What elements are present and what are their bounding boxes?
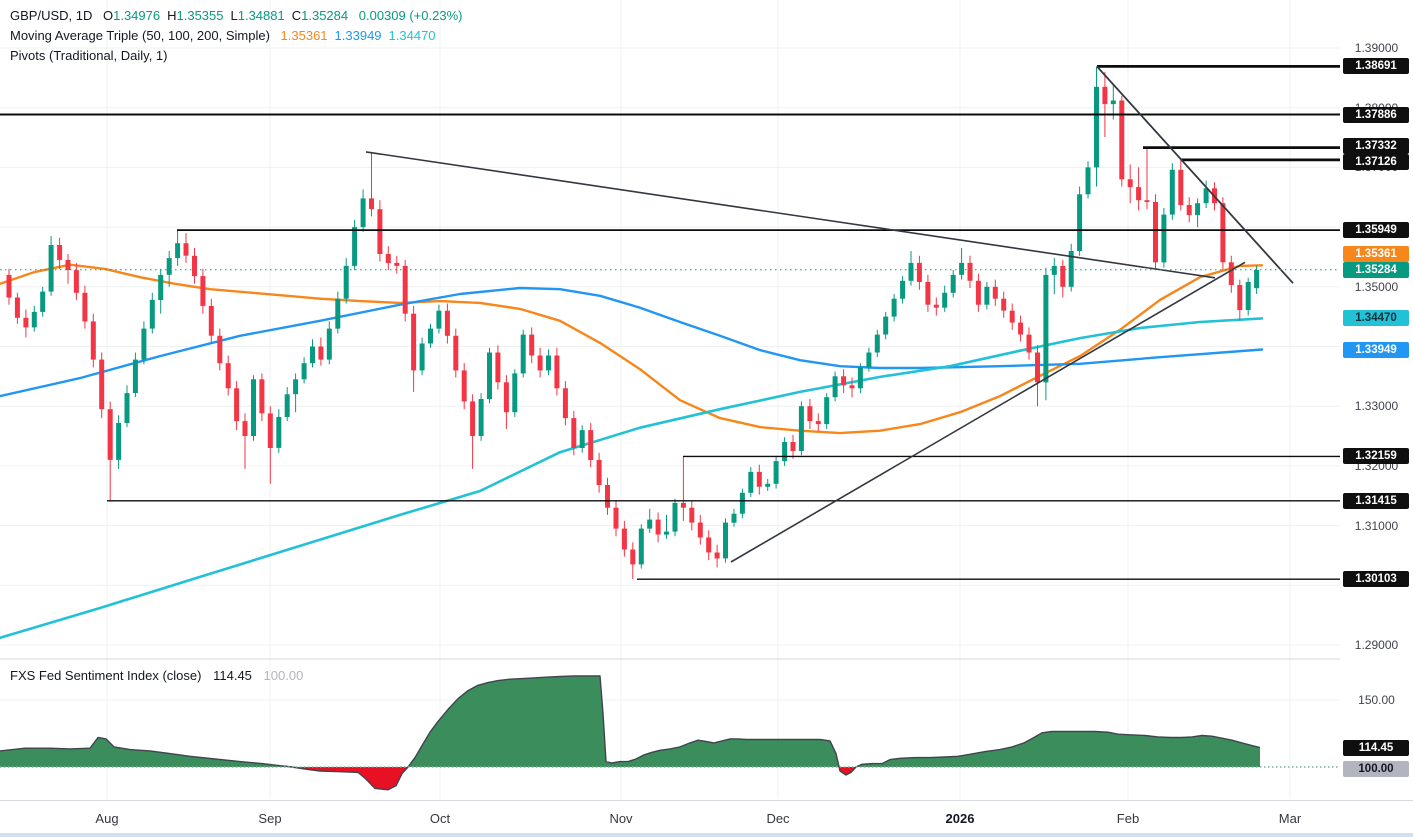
price-badge: 1.38691 xyxy=(1343,58,1409,75)
ma-value-2: 1.34470 xyxy=(388,28,436,43)
ohlc-values: O1.34976 H1.35355 L1.34881 C1.35284 xyxy=(96,8,348,23)
legend-ma-row[interactable]: Moving Average Triple (50, 100, 200, Sim… xyxy=(10,26,462,46)
price-badge: 1.31415 xyxy=(1343,492,1409,509)
ma-values: 1.35361 1.33949 1.34470 xyxy=(274,28,436,43)
price-badge: 1.35284 xyxy=(1343,261,1409,278)
legend-symbol-row[interactable]: GBP/USD, 1D O1.34976 H1.35355 L1.34881 C1.3… xyxy=(10,6,462,26)
ohlc-value-o: O1.34976 xyxy=(102,8,161,23)
sentiment-legend-row[interactable]: FXS Fed Sentiment Index (close) 114.45 1… xyxy=(10,668,303,683)
pivots-indicator-label: Pivots (Traditional, Daily, 1) xyxy=(10,48,168,63)
sentiment-badge: 100.00 xyxy=(1343,761,1409,777)
ma-value-0: 1.35361 xyxy=(280,28,328,43)
price-axis-label: 1.35000 xyxy=(1354,279,1399,294)
legend-pivots-row[interactable]: Pivots (Traditional, Daily, 1) xyxy=(10,46,462,66)
ma-line[interactable] xyxy=(0,317,1264,640)
price-badge: 1.35949 xyxy=(1343,222,1409,239)
ohlc-value-c: C1.35284 xyxy=(291,8,349,23)
price-badge: 1.37332 xyxy=(1343,137,1409,154)
time-axis[interactable]: Aug Sep Oct Nov Dec 2026 Feb Mar xyxy=(0,800,1413,837)
price-badge: 1.35361 xyxy=(1343,246,1409,263)
time-axis-label-oct: Oct xyxy=(429,811,451,826)
price-axis[interactable]: 1.390001.380001.370001.350001.330001.320… xyxy=(1340,0,1413,800)
chart-legend: GBP/USD, 1D O1.34976 H1.35355 L1.34881 C1.3… xyxy=(10,6,462,66)
time-axis-label-nov: Nov xyxy=(609,811,633,826)
price-badge: 1.37126 xyxy=(1343,153,1409,170)
sentiment-area-positive[interactable] xyxy=(0,675,1260,790)
sentiment-indicator-label: FXS Fed Sentiment Index (close) xyxy=(10,668,202,683)
price-badge: 1.30103 xyxy=(1343,571,1409,588)
change-value: 0.00309 (+0.23%) xyxy=(358,8,463,23)
ohlc-value-h: H1.35355 xyxy=(167,8,224,23)
price-badge: 1.33949 xyxy=(1343,341,1409,358)
bottom-accent-strip xyxy=(0,833,1413,837)
ma-line[interactable] xyxy=(0,263,1264,435)
sentiment-baseline-value: 100.00 xyxy=(263,668,304,683)
sentiment-last-value: 114.45 xyxy=(213,668,252,683)
time-axis-label-sep: Sep xyxy=(258,811,282,826)
price-axis-label: 1.39000 xyxy=(1354,41,1399,55)
ma-value-1: 1.33949 xyxy=(334,28,382,43)
ohlc-value-l: L1.34881 xyxy=(230,8,285,23)
symbol-title: GBP/USD, 1D xyxy=(10,8,93,23)
ma-line[interactable] xyxy=(0,286,1264,398)
trendline[interactable] xyxy=(1096,65,1294,284)
time-axis-label-feb: Feb xyxy=(1116,811,1140,826)
time-axis-label-mar: Mar xyxy=(1278,811,1302,826)
price-badge: 1.34470 xyxy=(1343,310,1409,327)
price-badge: 1.32159 xyxy=(1343,448,1409,465)
price-axis-label: 1.33000 xyxy=(1354,399,1399,414)
trendline[interactable] xyxy=(730,261,1246,563)
price-badge: 1.37886 xyxy=(1343,106,1409,123)
ma-indicator-label: Moving Average Triple (50, 100, 200, Sim… xyxy=(10,28,270,43)
time-axis-label-2026: 2026 xyxy=(945,811,975,826)
time-axis-label-dec: Dec xyxy=(766,811,790,826)
price-axis-label: 1.31000 xyxy=(1354,518,1399,533)
sentiment-badge: 114.45 xyxy=(1343,739,1409,756)
price-axis-label: 1.29000 xyxy=(1354,638,1399,652)
sentiment-axis-label: 150.00 xyxy=(1358,693,1395,707)
chart-canvas[interactable] xyxy=(0,0,1413,800)
trendline[interactable] xyxy=(365,151,1216,279)
time-axis-label-aug: Aug xyxy=(95,811,119,826)
